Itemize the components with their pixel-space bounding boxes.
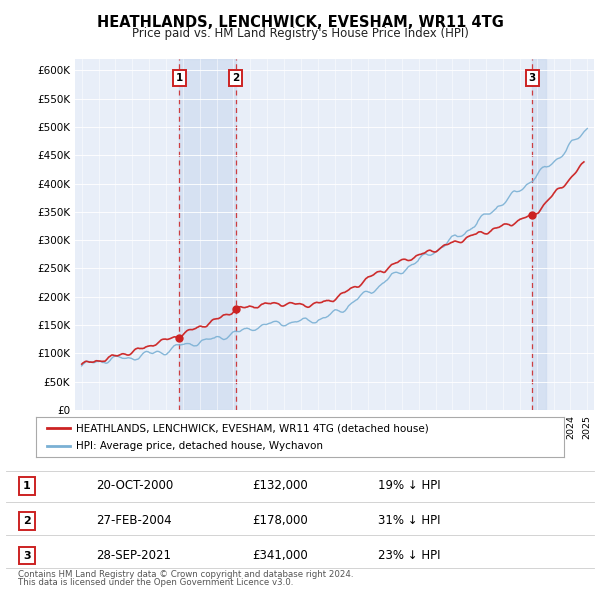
Text: 28-SEP-2021: 28-SEP-2021 bbox=[96, 549, 171, 562]
Text: 20-OCT-2000: 20-OCT-2000 bbox=[96, 479, 173, 492]
Text: 23% ↓ HPI: 23% ↓ HPI bbox=[378, 549, 440, 562]
Text: 27-FEB-2004: 27-FEB-2004 bbox=[96, 514, 172, 527]
Text: 1: 1 bbox=[23, 481, 31, 491]
Bar bbox=[179, 59, 236, 410]
Bar bbox=[532, 59, 545, 410]
Text: 3: 3 bbox=[529, 73, 536, 83]
Text: £178,000: £178,000 bbox=[252, 514, 308, 527]
Text: 1: 1 bbox=[176, 73, 183, 83]
Text: 2: 2 bbox=[23, 516, 31, 526]
Text: Price paid vs. HM Land Registry's House Price Index (HPI): Price paid vs. HM Land Registry's House … bbox=[131, 27, 469, 40]
Text: 3: 3 bbox=[23, 550, 31, 560]
Text: HEATHLANDS, LENCHWICK, EVESHAM, WR11 4TG (detached house): HEATHLANDS, LENCHWICK, EVESHAM, WR11 4TG… bbox=[76, 424, 428, 434]
Text: 2: 2 bbox=[232, 73, 239, 83]
Text: Contains HM Land Registry data © Crown copyright and database right 2024.: Contains HM Land Registry data © Crown c… bbox=[18, 570, 353, 579]
Text: HPI: Average price, detached house, Wychavon: HPI: Average price, detached house, Wych… bbox=[76, 441, 323, 451]
Text: 19% ↓ HPI: 19% ↓ HPI bbox=[378, 479, 440, 492]
Text: 31% ↓ HPI: 31% ↓ HPI bbox=[378, 514, 440, 527]
Text: This data is licensed under the Open Government Licence v3.0.: This data is licensed under the Open Gov… bbox=[18, 578, 293, 587]
Text: HEATHLANDS, LENCHWICK, EVESHAM, WR11 4TG: HEATHLANDS, LENCHWICK, EVESHAM, WR11 4TG bbox=[97, 15, 503, 30]
Text: £341,000: £341,000 bbox=[252, 549, 308, 562]
Text: £132,000: £132,000 bbox=[252, 479, 308, 492]
